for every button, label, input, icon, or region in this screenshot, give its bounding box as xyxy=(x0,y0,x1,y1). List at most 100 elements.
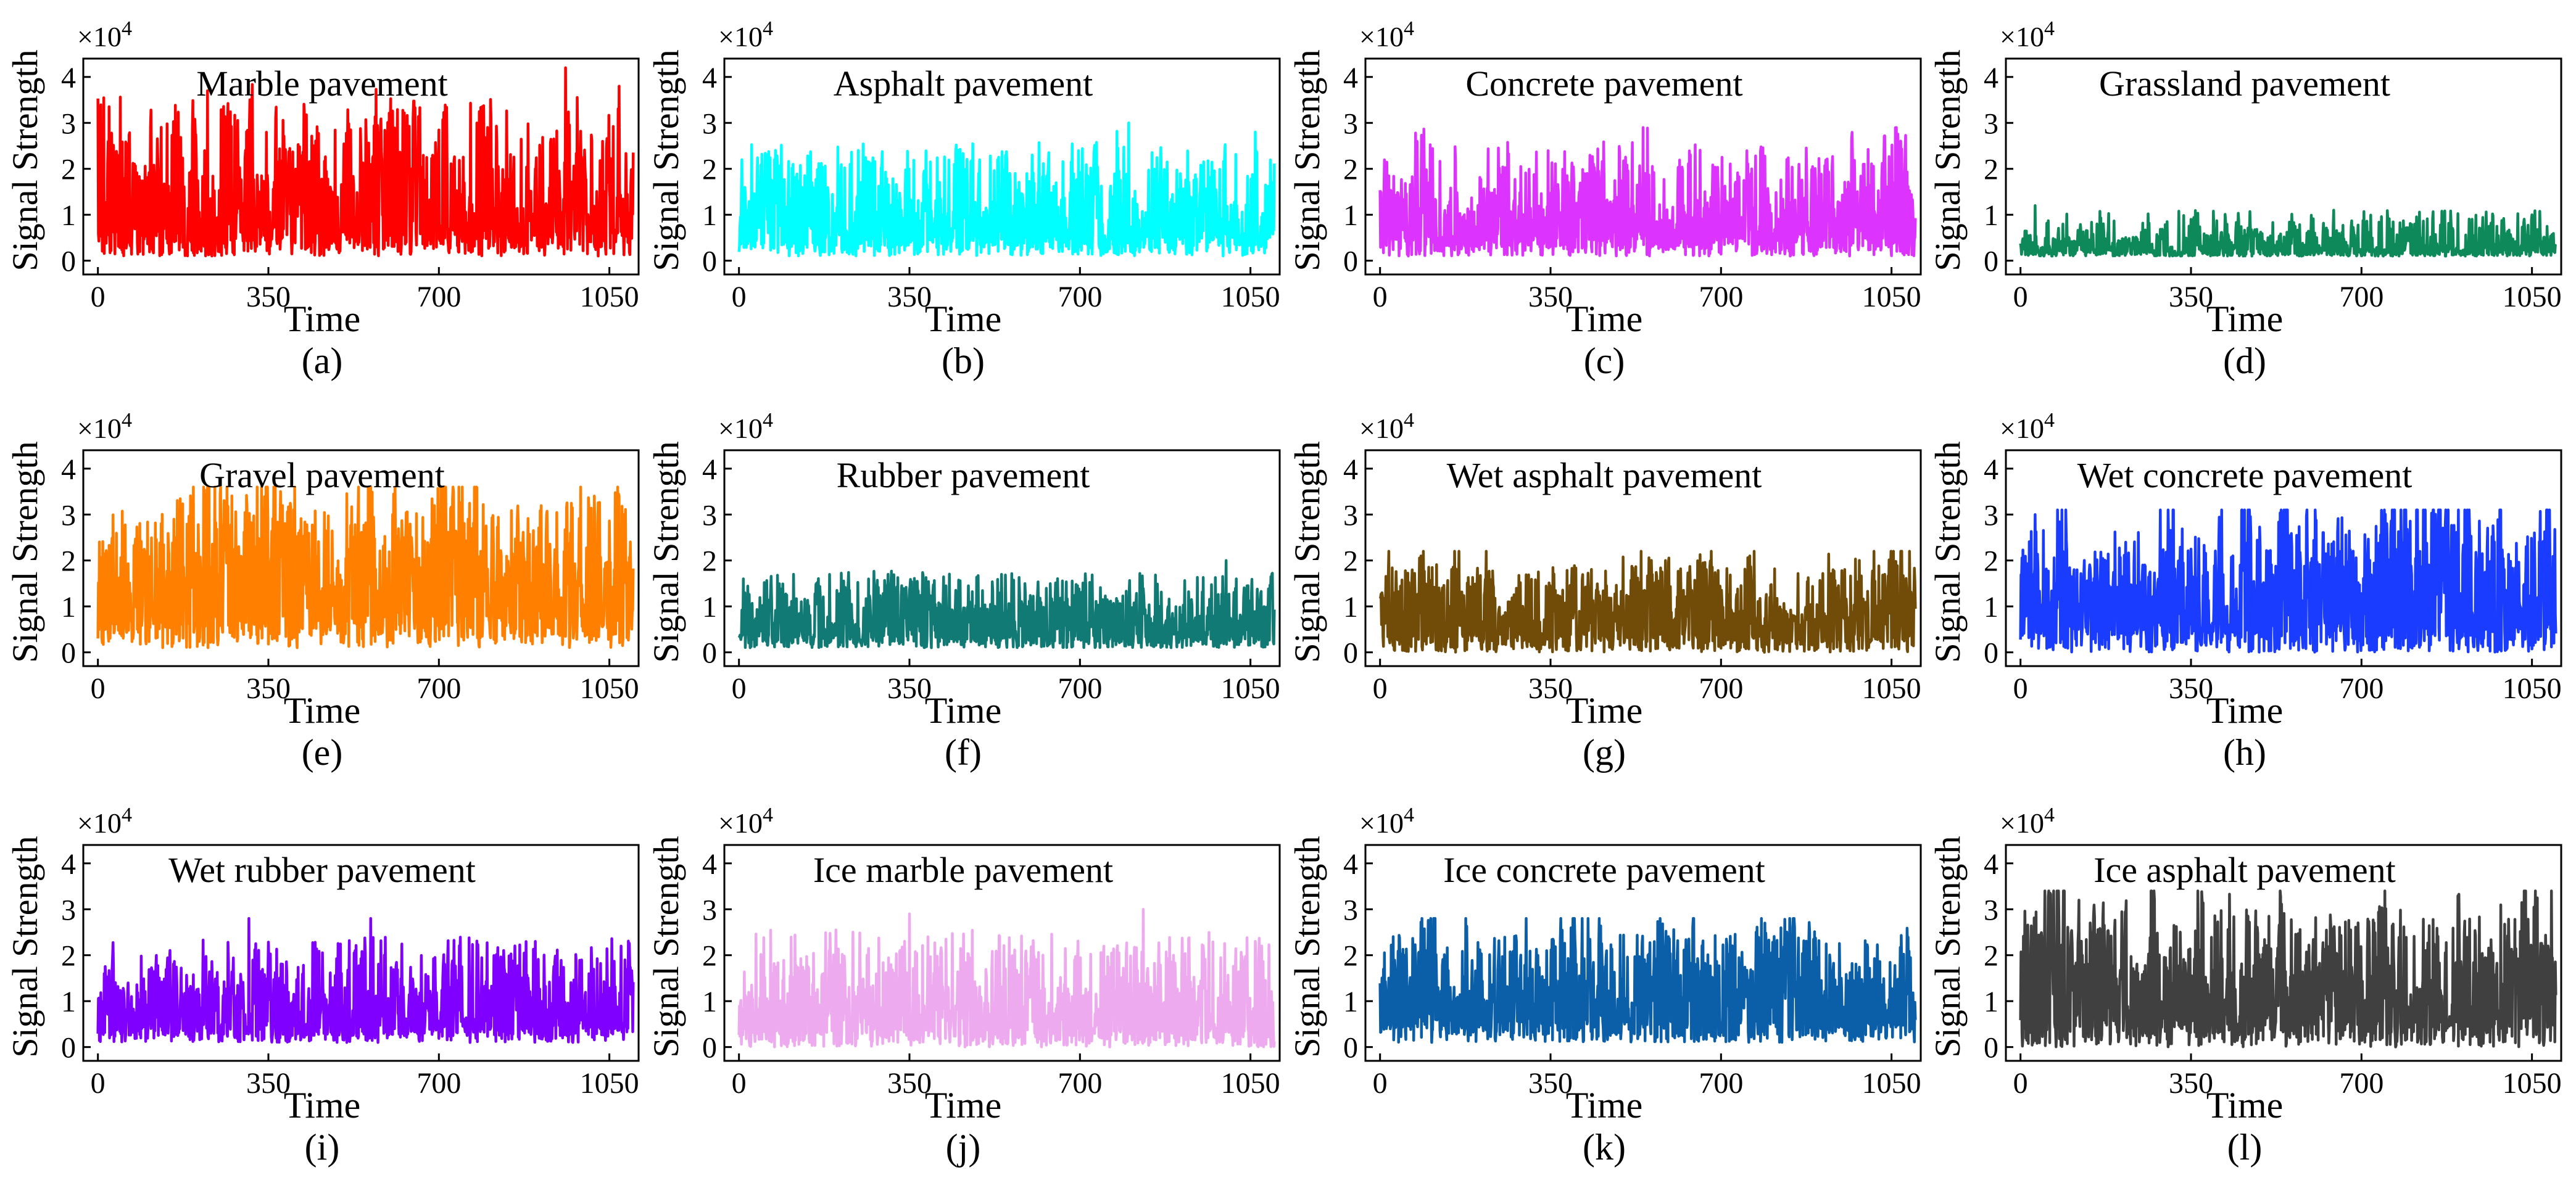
y-tick-label: 1 xyxy=(1984,986,1998,1018)
x-tick-label: 700 xyxy=(416,672,461,705)
subplot-title: Concrete pavement xyxy=(1465,64,1742,104)
subplot-i: 0 1 2 3 4 0 350 700 1050 ×104 Wet rubber pavement T… xyxy=(5,804,640,1168)
y-scale-factor: ×104 xyxy=(718,409,773,444)
subplot-letter: (f) xyxy=(945,732,982,773)
x-tick-label: 700 xyxy=(1058,1067,1102,1100)
y-tick-label: 1 xyxy=(1984,199,1998,232)
x-axis-label: Time xyxy=(284,299,361,339)
subplot-title: Wet asphalt pavement xyxy=(1447,455,1762,495)
x-tick-label: 350 xyxy=(1528,1067,1573,1100)
x-axis-label: Time xyxy=(925,690,1002,731)
subplot-l: 0 1 2 3 4 0 350 700 1050 ×104 Ice asphalt pavement… xyxy=(1928,804,2562,1168)
y-tick-label: 0 xyxy=(1984,1032,1998,1065)
subplot-g: 0 1 2 3 4 0 350 700 1050 ×104 Wet asphalt pavement… xyxy=(1287,409,1922,773)
y-scale-factor: ×104 xyxy=(77,409,132,444)
y-tick-label: 3 xyxy=(1343,894,1358,926)
subplot-b: 0 1 2 3 4 0 350 700 1050 ×104 Asphalt pavement Time… xyxy=(646,17,1281,381)
x-tick-label: 0 xyxy=(1373,672,1388,705)
y-tick-label: 4 xyxy=(1343,848,1358,881)
x-tick-label: 0 xyxy=(732,1067,747,1100)
subplot-title: Rubber pavement xyxy=(837,455,1090,495)
subplot-title: Ice marble pavement xyxy=(813,850,1113,890)
x-tick-label: 350 xyxy=(1528,672,1573,705)
y-tick-label: 4 xyxy=(1984,62,1998,94)
y-tick-label: 2 xyxy=(702,940,717,973)
x-axis-label: Time xyxy=(925,299,1002,339)
axes-frame xyxy=(2005,844,2562,1062)
subplot-d: 0 1 2 3 4 0 350 700 1050 ×104 Grassland pavement Ti… xyxy=(1928,17,2562,381)
subplot-c: 0 1 2 3 4 0 350 700 1050 ×104 Concrete pavement Tim… xyxy=(1287,17,1922,381)
subplot-title: Ice asphalt pavement xyxy=(2094,850,2396,890)
y-tick-label: 2 xyxy=(61,940,76,973)
x-tick-label: 700 xyxy=(1699,1067,1743,1100)
y-axis-label: Signal Strength xyxy=(1287,441,1327,662)
y-tick-label: 3 xyxy=(1343,107,1358,140)
axes-frame xyxy=(82,57,640,276)
x-tick-label: 0 xyxy=(91,672,106,705)
subplot-letter: (j) xyxy=(946,1127,981,1168)
x-tick-label: 350 xyxy=(246,672,291,705)
subplot-letter: (l) xyxy=(2227,1127,2263,1168)
y-tick-label: 2 xyxy=(702,545,717,578)
x-tick-label: 1050 xyxy=(2503,281,2562,313)
x-tick-label: 350 xyxy=(887,1067,932,1100)
y-axis-label: Signal Strength xyxy=(1928,441,1968,662)
data-series-line xyxy=(96,485,635,649)
y-scale-factor: ×104 xyxy=(1359,409,1414,444)
y-tick-label: 2 xyxy=(61,154,76,186)
axes-frame xyxy=(82,844,640,1062)
x-tick-label: 1050 xyxy=(2503,1067,2562,1100)
x-axis-label: Time xyxy=(1566,299,1643,339)
y-tick-label: 1 xyxy=(702,591,717,624)
x-axis-label: Time xyxy=(2206,299,2284,339)
y-tick-label: 4 xyxy=(1343,453,1358,486)
data-series-line xyxy=(2019,204,2557,258)
y-axis-label: Signal Strength xyxy=(1287,836,1327,1057)
y-scale-factor: ×104 xyxy=(77,804,132,839)
y-tick-label: 1 xyxy=(702,199,717,232)
y-scale-factor: ×104 xyxy=(2000,804,2055,839)
x-tick-label: 1050 xyxy=(1221,281,1280,313)
x-tick-label: 350 xyxy=(887,672,932,705)
subplot-letter: (k) xyxy=(1583,1127,1626,1168)
axes-frame xyxy=(1364,844,1922,1062)
y-tick-label: 1 xyxy=(1343,591,1358,624)
y-tick-label: 0 xyxy=(1984,245,1998,278)
x-tick-label: 0 xyxy=(2013,1067,2028,1100)
y-tick-label: 2 xyxy=(61,545,76,578)
x-tick-label: 700 xyxy=(1699,672,1743,705)
x-tick-label: 1050 xyxy=(2503,672,2562,705)
x-tick-label: 700 xyxy=(2339,281,2383,313)
y-tick-label: 3 xyxy=(1984,894,1998,926)
x-tick-label: 1050 xyxy=(580,1067,639,1100)
axes-frame xyxy=(2005,449,2562,667)
y-tick-label: 0 xyxy=(702,1032,717,1065)
x-tick-label: 1050 xyxy=(580,672,639,705)
y-tick-label: 0 xyxy=(1343,637,1358,670)
x-axis-label: Time xyxy=(1566,1085,1643,1126)
y-tick-label: 4 xyxy=(1984,848,1998,881)
x-tick-label: 700 xyxy=(2339,1067,2383,1100)
y-axis-label: Signal Strength xyxy=(5,836,45,1057)
x-tick-label: 350 xyxy=(2169,1067,2213,1100)
y-tick-label: 3 xyxy=(61,107,76,140)
y-tick-label: 2 xyxy=(1343,545,1358,578)
y-tick-label: 4 xyxy=(702,453,717,486)
x-axis-label: Time xyxy=(1566,690,1643,731)
axes-frame xyxy=(82,449,640,667)
subplot-title: Marble pavement xyxy=(196,64,447,104)
x-tick-label: 0 xyxy=(2013,672,2028,705)
x-tick-label: 700 xyxy=(416,281,461,313)
subplot-letter: (e) xyxy=(302,732,343,773)
subplot-title: Asphalt pavement xyxy=(834,64,1093,104)
x-tick-label: 1050 xyxy=(1862,672,1921,705)
axes-frame xyxy=(2005,57,2562,276)
y-tick-label: 3 xyxy=(61,894,76,926)
y-tick-label: 2 xyxy=(1343,940,1358,973)
x-tick-label: 0 xyxy=(732,281,747,313)
y-scale-factor: ×104 xyxy=(2000,17,2055,52)
y-tick-label: 4 xyxy=(702,848,717,881)
y-tick-label: 3 xyxy=(702,894,717,926)
subplot-title: Wet concrete pavement xyxy=(2077,455,2412,495)
y-axis-label: Signal Strength xyxy=(5,441,45,662)
